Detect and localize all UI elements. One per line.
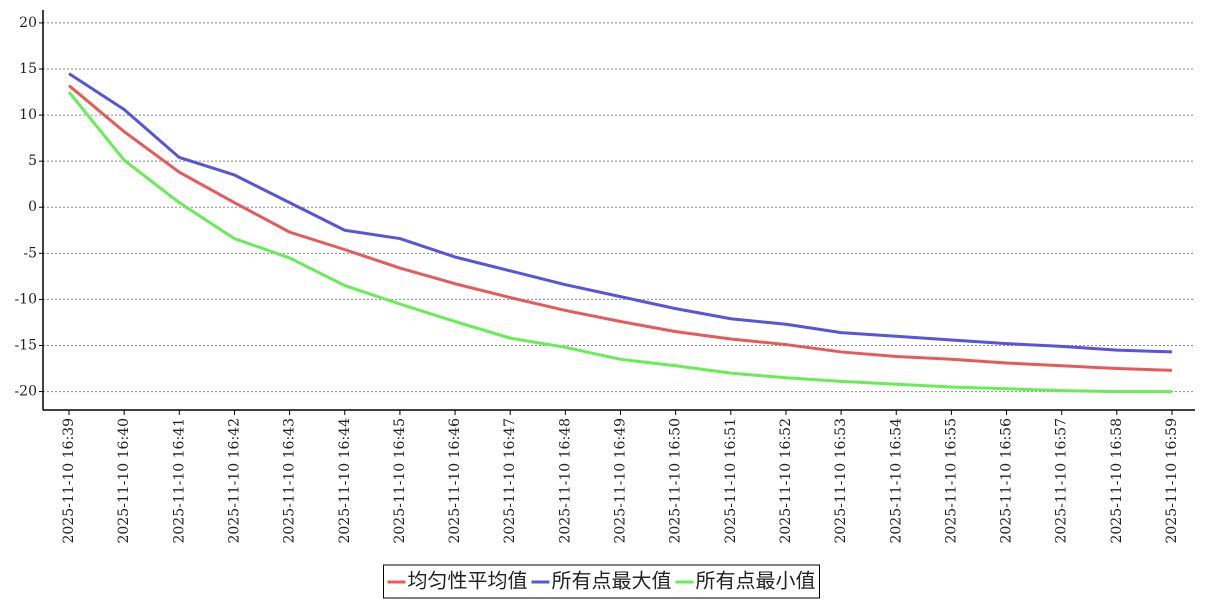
series-line bbox=[68, 72, 1173, 354]
legend-label: 所有点最大值 bbox=[552, 569, 672, 593]
x-tick-label: 2025-11-10 16:39 bbox=[61, 418, 77, 544]
x-tick-label: 2025-11-10 16:54 bbox=[888, 418, 904, 544]
legend-label: 所有点最小值 bbox=[696, 569, 816, 593]
x-tick-label: 2025-11-10 16:51 bbox=[723, 418, 739, 544]
series-line bbox=[68, 84, 1173, 372]
x-tick-label: 2025-11-10 16:49 bbox=[613, 418, 629, 544]
y-tick-label: 20 bbox=[19, 15, 37, 31]
x-tick-label: 2025-11-10 16:41 bbox=[171, 418, 187, 544]
x-tick-label: 2025-11-10 16:53 bbox=[833, 418, 849, 544]
x-tick-label: 2025-11-10 16:43 bbox=[282, 418, 298, 544]
x-tick-label: 2025-11-10 16:57 bbox=[1054, 418, 1070, 544]
x-tick-label: 2025-11-10 16:40 bbox=[116, 418, 132, 544]
legend-label: 均匀性平均值 bbox=[408, 569, 528, 593]
x-tick-label: 2025-11-10 16:45 bbox=[392, 418, 408, 544]
y-tick-label: 0 bbox=[28, 199, 37, 215]
x-tick-label: 2025-11-10 16:44 bbox=[337, 418, 353, 544]
x-tick-label: 2025-11-10 16:47 bbox=[502, 418, 518, 544]
x-tick-label: 2025-11-10 16:56 bbox=[999, 418, 1015, 544]
legend: 均匀性平均值 所有点最大值 所有点最小值 bbox=[383, 564, 820, 599]
x-tick-label: 2025-11-10 16:58 bbox=[1109, 418, 1125, 544]
x-tick-label: 2025-11-10 16:48 bbox=[557, 418, 573, 544]
x-tick-label: 2025-11-10 16:52 bbox=[778, 418, 794, 544]
x-tick-label: 2025-11-10 16:46 bbox=[447, 418, 463, 544]
x-tick-label: 2025-11-10 16:55 bbox=[943, 418, 959, 544]
x-tick-label: 2025-11-10 16:50 bbox=[668, 418, 684, 544]
y-tick-label: -5 bbox=[23, 245, 37, 261]
series-line bbox=[67, 91, 1172, 394]
y-tick-label: -15 bbox=[14, 337, 37, 353]
y-tick-label: 10 bbox=[19, 107, 37, 123]
y-tick-label: -10 bbox=[14, 291, 37, 307]
y-tick-label: 5 bbox=[28, 153, 37, 169]
x-tick-label: 2025-11-10 16:42 bbox=[226, 418, 242, 544]
x-tick-label: 2025-11-10 16:59 bbox=[1164, 418, 1180, 544]
legend-box bbox=[383, 564, 820, 599]
y-tick-label: -20 bbox=[14, 384, 37, 400]
y-tick-label: 15 bbox=[19, 61, 37, 77]
